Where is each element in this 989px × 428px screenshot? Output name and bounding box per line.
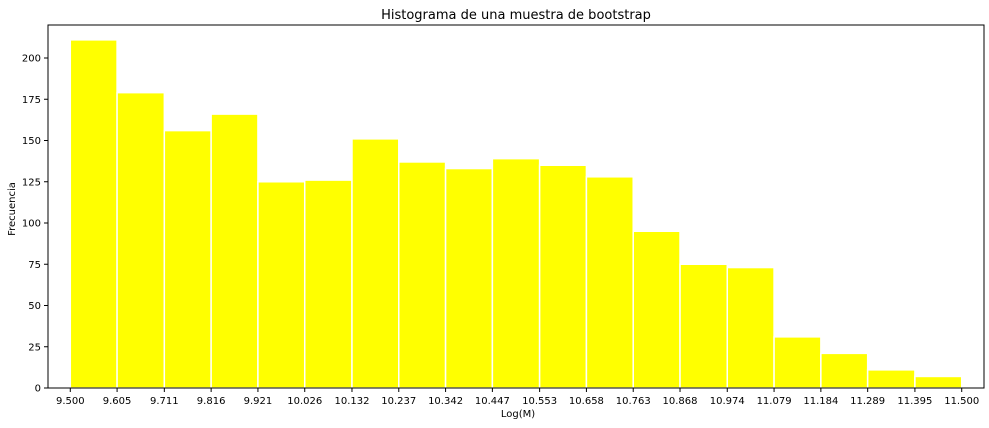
- x-tick-label: 10.658: [569, 396, 604, 407]
- x-tick-label: 9.816: [197, 396, 226, 407]
- x-tick-label: 10.553: [522, 396, 557, 407]
- y-axis: 0 25 50 75 100 125 150 175 200: [22, 54, 48, 395]
- plot-area: [47, 24, 985, 389]
- x-tick-label: 11.079: [757, 396, 792, 407]
- y-tick-label: 100: [22, 219, 41, 230]
- y-tick-label: 75: [28, 260, 41, 271]
- histogram-bar: [210, 113, 259, 389]
- histogram-bar: [538, 164, 588, 389]
- histogram-bar: [491, 157, 541, 389]
- histogram-bar: [632, 230, 681, 389]
- histogram-bar: [257, 181, 306, 389]
- histogram-bar: [726, 266, 775, 389]
- x-tick-label: 10.763: [616, 396, 651, 407]
- y-axis-label: Frecuencia: [7, 182, 18, 236]
- histogram-bar: [866, 369, 916, 389]
- histogram-bar: [914, 375, 963, 389]
- y-tick-label: 25: [28, 342, 41, 353]
- y-tick-label: 0: [35, 384, 41, 395]
- histogram-bar: [69, 39, 118, 389]
- x-tick-label: 10.132: [334, 396, 369, 407]
- histogram-bar: [351, 138, 400, 389]
- x-tick-label: 10.342: [428, 396, 463, 407]
- x-tick-label: 10.447: [475, 396, 510, 407]
- histogram-bar: [163, 129, 212, 389]
- chart-title: Histograma de una muestra de bootstrap: [381, 8, 651, 23]
- x-tick-label: 9.921: [244, 396, 273, 407]
- x-tick-label: 11.500: [944, 396, 979, 407]
- x-tick-label: 11.184: [803, 396, 838, 407]
- y-tick-label: 150: [22, 136, 41, 147]
- histogram-bar: [679, 263, 729, 389]
- histogram-bar: [444, 167, 494, 389]
- y-tick-label: 50: [28, 301, 41, 312]
- plot-frame: [47, 24, 985, 389]
- x-tick-label: 10.237: [381, 396, 416, 407]
- x-tick-label: 11.289: [850, 396, 885, 407]
- histogram-bar: [773, 336, 822, 389]
- y-tick-label: 125: [22, 177, 41, 188]
- histogram-bar: [820, 352, 869, 389]
- x-axis-label: Log(M): [501, 409, 535, 420]
- x-axis: 9.500 9.605 9.711 9.816 9.921 10.026 10.132 10.…: [56, 388, 979, 407]
- x-tick-label: 9.500: [56, 396, 85, 407]
- y-tick-label: 175: [22, 95, 41, 106]
- x-tick-label: 10.026: [287, 396, 322, 407]
- histogram-bar: [303, 179, 353, 389]
- histogram-bar: [585, 176, 634, 389]
- histogram-bar: [116, 91, 166, 389]
- x-tick-label: 9.605: [103, 396, 132, 407]
- x-tick-label: 10.974: [710, 396, 745, 407]
- x-tick-label: 11.395: [897, 396, 932, 407]
- x-tick-label: 10.868: [663, 396, 698, 407]
- histogram-bar: [398, 161, 447, 389]
- y-tick-label: 200: [22, 54, 41, 65]
- x-tick-label: 9.711: [150, 396, 179, 407]
